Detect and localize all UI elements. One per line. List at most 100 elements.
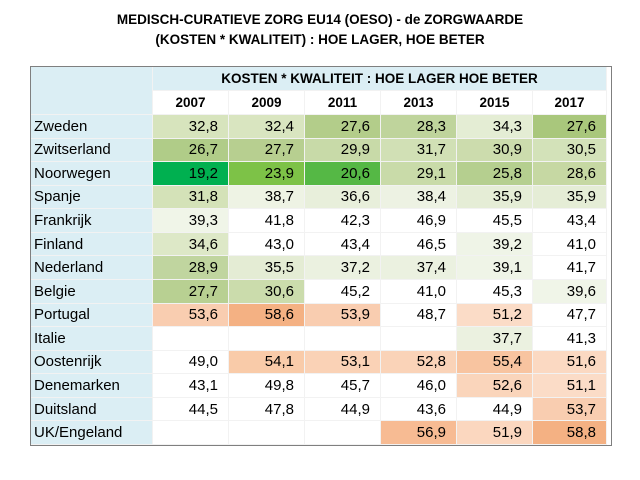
value-cell: 39,1 — [457, 256, 533, 280]
value-cell: 39,3 — [153, 209, 229, 233]
value-cell: 54,1 — [229, 350, 305, 375]
value-cell: 51,2 — [457, 303, 533, 328]
value-cell: 41,0 — [533, 232, 607, 257]
row-label: Nederland — [31, 256, 153, 280]
value-cell: 26,7 — [153, 138, 229, 163]
value-cell: 34,6 — [153, 232, 229, 257]
value-cell: 39,2 — [457, 232, 533, 257]
value-cell: 20,6 — [305, 162, 381, 186]
value-cell: 37,4 — [381, 256, 457, 280]
column-head: 2013 — [381, 91, 457, 115]
value-cell: 35,9 — [457, 185, 533, 210]
value-cell: 58,8 — [533, 421, 607, 445]
value-cell: 27,6 — [305, 115, 381, 139]
row-label: Belgie — [31, 280, 153, 304]
title-line: MEDISCH-CURATIEVE ZORG EU14 (OESO) - de … — [116, 12, 524, 27]
value-cell: 41,8 — [229, 209, 305, 233]
value-cell: 37,7 — [457, 327, 533, 351]
value-cell — [381, 327, 457, 351]
table: KOSTEN * KWALITEIT : HOE LAGER HOE BETER… — [30, 66, 612, 446]
value-cell: 25,8 — [457, 162, 533, 186]
value-cell: 39,6 — [533, 280, 607, 304]
value-cell: 34,3 — [457, 115, 533, 139]
value-cell: 43,4 — [533, 209, 607, 233]
value-cell: 49,8 — [229, 374, 305, 398]
row-label: Zwitserland — [31, 138, 153, 163]
value-cell: 46,0 — [381, 374, 457, 398]
value-cell: 51,1 — [533, 374, 607, 398]
value-cell: 44,5 — [153, 397, 229, 422]
value-cell — [153, 327, 229, 351]
value-cell: 37,2 — [305, 256, 381, 280]
value-cell: 43,1 — [153, 374, 229, 398]
value-cell: 23,9 — [229, 162, 305, 186]
value-cell: 58,6 — [229, 303, 305, 328]
value-cell: 44,9 — [457, 397, 533, 422]
value-cell: 46,5 — [381, 232, 457, 257]
value-cell: 45,3 — [457, 280, 533, 304]
value-cell: 41,0 — [381, 280, 457, 304]
value-cell: 45,7 — [305, 374, 381, 398]
title: MEDISCH-CURATIEVE ZORG EU14 (OESO) - de … — [0, 10, 640, 50]
value-cell: 35,9 — [533, 185, 607, 210]
value-cell: 32,4 — [229, 115, 305, 139]
value-cell: 47,7 — [533, 303, 607, 328]
value-cell: 46,9 — [381, 209, 457, 233]
value-cell: 41,7 — [533, 256, 607, 280]
value-cell: 28,3 — [381, 115, 457, 139]
value-cell — [153, 421, 229, 445]
value-cell: 55,4 — [457, 350, 533, 375]
value-cell — [229, 327, 305, 351]
value-cell: 51,6 — [533, 350, 607, 375]
value-cell: 53,6 — [153, 303, 229, 328]
value-cell — [305, 421, 381, 445]
title-line: (KOSTEN * KWALITEIT) : HOE LAGER, HOE BE… — [155, 32, 485, 47]
value-cell: 32,8 — [153, 115, 229, 139]
value-cell: 30,6 — [229, 280, 305, 304]
value-cell: 56,9 — [381, 421, 457, 445]
value-cell: 42,3 — [305, 209, 381, 233]
value-cell: 43,4 — [305, 232, 381, 257]
value-cell — [229, 421, 305, 445]
value-cell: 29,1 — [381, 162, 457, 186]
value-cell: 28,9 — [153, 256, 229, 280]
row-label: Oostenrijk — [31, 350, 153, 375]
value-cell: 27,7 — [229, 138, 305, 163]
value-cell: 43,0 — [229, 232, 305, 257]
row-label: Denemarken — [31, 374, 153, 398]
value-cell: 51,9 — [457, 421, 533, 445]
column-head: 2017 — [533, 91, 607, 115]
value-cell: 28,6 — [533, 162, 607, 186]
value-cell: 49,0 — [153, 350, 229, 375]
row-label: Finland — [31, 232, 153, 257]
row-label: Zweden — [31, 115, 153, 139]
value-cell: 29,9 — [305, 138, 381, 163]
column-head: 2011 — [305, 91, 381, 115]
value-cell: 53,9 — [305, 303, 381, 328]
value-cell: 30,9 — [457, 138, 533, 163]
value-cell: 38,4 — [381, 185, 457, 210]
row-label: Portugal — [31, 303, 153, 328]
row-label: Frankrijk — [31, 209, 153, 233]
row-label: UK/Engeland — [31, 421, 153, 445]
column-head: 2009 — [229, 91, 305, 115]
caption: KOSTEN * KWALITEIT : HOE LAGER HOE BETER — [153, 67, 607, 91]
value-cell: 52,8 — [381, 350, 457, 375]
value-cell: 45,5 — [457, 209, 533, 233]
value-cell: 53,7 — [533, 397, 607, 422]
value-cell: 38,7 — [229, 185, 305, 210]
column-head: 2007 — [153, 91, 229, 115]
value-cell: 48,7 — [381, 303, 457, 328]
value-cell: 43,6 — [381, 397, 457, 422]
value-cell: 41,3 — [533, 327, 607, 351]
value-cell: 19,2 — [153, 162, 229, 186]
label-column-head — [31, 67, 153, 115]
row-label: Italie — [31, 327, 153, 351]
value-cell: 52,6 — [457, 374, 533, 398]
column-head: 2015 — [457, 91, 533, 115]
value-cell: 27,6 — [533, 115, 607, 139]
value-cell — [305, 327, 381, 351]
value-cell: 47,8 — [229, 397, 305, 422]
row-label: Noorwegen — [31, 162, 153, 186]
